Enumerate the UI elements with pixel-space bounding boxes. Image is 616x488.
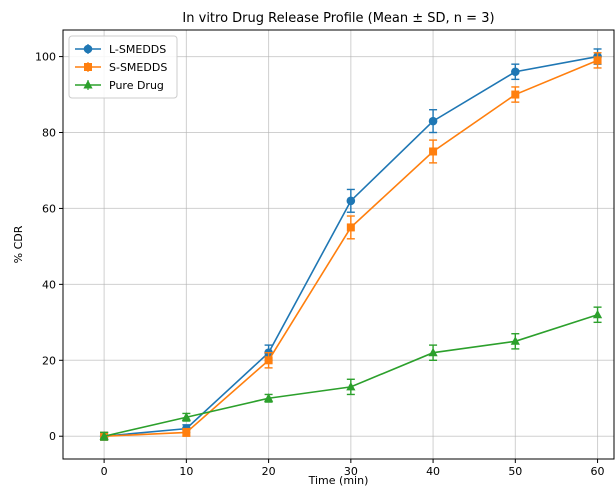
legend-label: Pure Drug (109, 79, 164, 92)
legend-item-2: Pure Drug (75, 79, 164, 92)
data-point (181, 412, 191, 421)
data-point (511, 90, 520, 99)
plot-series (99, 48, 603, 441)
data-point (511, 67, 520, 77)
x-tick-label: 50 (508, 465, 522, 478)
x-tick-label: 20 (262, 465, 276, 478)
legend-label: L-SMEDDS (109, 43, 166, 56)
y-tick-label: 60 (42, 202, 56, 215)
data-point (346, 223, 355, 232)
x-tick-label: 10 (179, 465, 193, 478)
chart-title: In vitro Drug Release Profile (Mean ± SD… (182, 11, 494, 26)
x-tick-label: 0 (101, 465, 108, 478)
legend-label: S-SMEDDS (109, 61, 167, 74)
legend-marker (83, 44, 93, 54)
axis-ticks: 0 10 20 30 40 50 60 0 20 40 60 80 100 (35, 51, 605, 478)
data-point (593, 56, 602, 65)
x-tick-label: 40 (426, 465, 440, 478)
legend-item-0: L-SMEDDS (75, 43, 166, 56)
y-axis-label: % CDR (12, 225, 25, 263)
data-point (264, 356, 273, 365)
data-point (592, 309, 603, 319)
legend-box (68, 35, 178, 99)
y-tick-label: 40 (42, 278, 56, 291)
series-2 (99, 306, 603, 441)
legend-marker (84, 63, 92, 71)
y-tick-label: 20 (42, 354, 56, 367)
data-point (428, 347, 438, 357)
data-point (99, 431, 109, 440)
y-tick-label: 0 (49, 430, 56, 443)
x-axis-label: Time (min) (308, 474, 369, 487)
legend-marker (83, 80, 93, 89)
data-point (510, 336, 520, 345)
data-point (428, 116, 438, 126)
data-point (429, 147, 438, 156)
data-point (346, 196, 356, 206)
data-point (263, 393, 274, 402)
plot-frame (62, 29, 615, 460)
legend-item-1: S-SMEDDS (75, 61, 167, 74)
x-tick-label: 60 (591, 465, 605, 478)
y-tick-label: 100 (35, 51, 56, 64)
data-point (346, 381, 356, 391)
y-tick-label: 80 (42, 127, 56, 140)
x-tick-label: 30 (344, 465, 358, 478)
legend: L-SMEDDS S-SMEDDS Pure Drug (68, 35, 178, 99)
data-point (182, 428, 191, 437)
